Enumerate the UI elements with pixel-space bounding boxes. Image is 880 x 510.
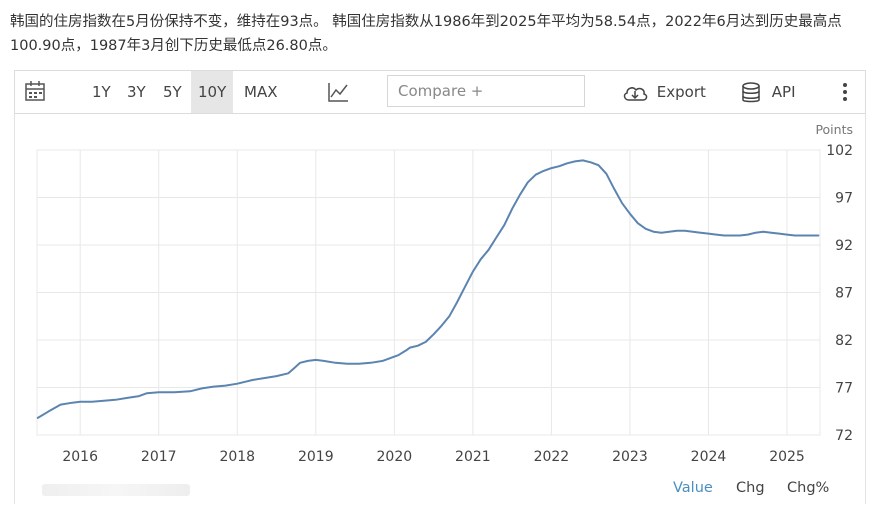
range-5y-button[interactable]: 5Y [163, 83, 182, 101]
x-tick-label: 2022 [534, 449, 570, 465]
cloud-download-icon [623, 86, 648, 101]
api-label: API [771, 83, 796, 101]
y-tick-label: 102 [826, 143, 853, 159]
watermark [42, 484, 190, 496]
range-3y-button[interactable]: 3Y [127, 83, 146, 101]
chart-area [14, 114, 866, 504]
x-tick-label: 2021 [455, 449, 491, 465]
range-1y-button[interactable]: 1Y [92, 83, 111, 101]
x-tick-label: 2023 [612, 449, 648, 465]
y-tick-label: 87 [835, 286, 853, 302]
x-tick-label: 2018 [219, 449, 255, 465]
x-tick-label: 2020 [377, 449, 413, 465]
headline-text: 韩国的住房指数在5月份保持不变，维持在93点。 韩国住房指数从1986年到202… [10, 14, 842, 54]
export-label: Export [656, 83, 706, 101]
tab-value[interactable]: Value [673, 480, 713, 496]
tab-chg-percent[interactable]: Chg% [787, 480, 830, 496]
x-tick-label: 2017 [141, 449, 177, 465]
database-icon [742, 81, 760, 102]
x-tick-label: 2016 [62, 449, 98, 465]
y-tick-label: 92 [835, 238, 853, 254]
api-button[interactable]: API [741, 71, 796, 113]
x-tick-label: 2025 [769, 449, 805, 465]
tab-chg[interactable]: Chg [736, 480, 765, 496]
range-10y-button[interactable]: 10Y [191, 71, 234, 113]
y-tick-label: 82 [835, 333, 853, 349]
export-button[interactable]: Export [622, 71, 706, 113]
chart-toolbar: 1Y 3Y 5Y 10Y MAX Export API [14, 70, 866, 114]
line-chart-icon[interactable] [327, 71, 349, 113]
range-max-button[interactable]: MAX [244, 83, 278, 101]
calendar-icon[interactable] [25, 71, 45, 113]
compare-input[interactable] [387, 75, 585, 107]
y-tick-label: 72 [835, 428, 853, 444]
units-label: Points [815, 122, 853, 137]
x-tick-label: 2019 [298, 449, 334, 465]
more-vertical-icon[interactable] [841, 71, 849, 113]
y-tick-label: 97 [835, 191, 853, 207]
x-tick-label: 2024 [691, 449, 727, 465]
y-tick-label: 77 [835, 381, 853, 397]
series-line-0 [36, 159, 820, 419]
